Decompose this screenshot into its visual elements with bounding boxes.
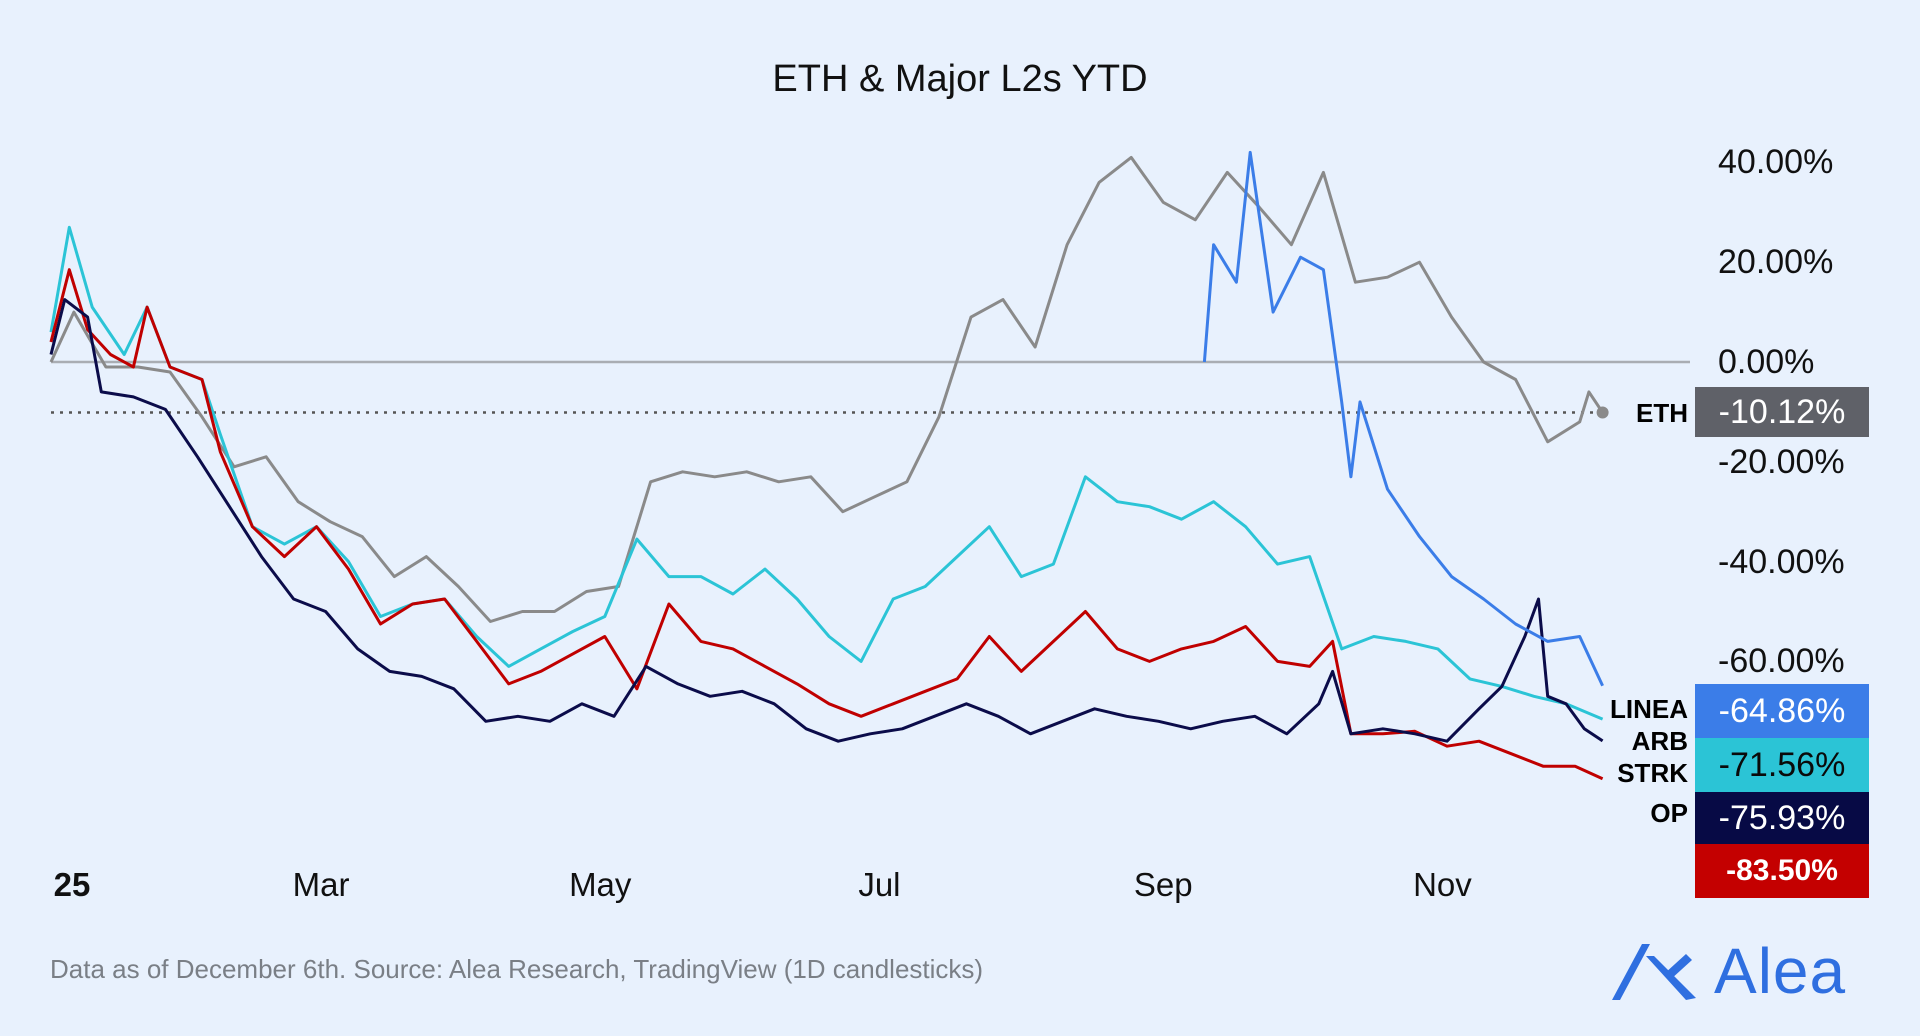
eth-series-line <box>49 155 1604 623</box>
eth-last-point <box>1596 406 1609 419</box>
linea-series-line <box>1202 150 1604 687</box>
y-tick-label: -40.00% <box>1718 542 1845 581</box>
alea-logo-text: Alea <box>1714 935 1847 1007</box>
x-tick-label: Mar <box>292 866 350 903</box>
op-last-value-badge: -83.50% <box>1695 844 1869 898</box>
op-series-line <box>49 268 1604 781</box>
arb-series-line <box>49 225 1604 721</box>
linea-last-value-badge: -64.86% <box>1695 684 1869 738</box>
arb-series-name: ARB <box>1631 726 1688 756</box>
x-tick-label: Nov <box>1413 866 1472 903</box>
y-tick-label: 40.00% <box>1718 143 1834 182</box>
eth-series-name: ETH <box>1636 398 1688 428</box>
alea-logo: Alea <box>1608 935 1847 1007</box>
x-tick-label: May <box>569 866 632 903</box>
x-tick-label: 25 <box>53 866 91 903</box>
eth-last-value-badge: -10.12% <box>1695 387 1869 437</box>
y-tick-label: 0.00% <box>1718 343 1815 381</box>
alea-logo-icon <box>1612 944 1696 1000</box>
strk-series-line <box>49 298 1604 743</box>
strk-series-name: STRK <box>1617 758 1688 788</box>
x-tick-label: Sep <box>1133 866 1193 903</box>
source-note: Data as of December 6th. Source: Alea Re… <box>50 954 984 984</box>
linea-series-name: LINEA <box>1610 694 1688 724</box>
x-tick-label: Jul <box>858 866 901 903</box>
op-series-name: OP <box>1650 798 1688 828</box>
arb-last-value-badge: -71.56% <box>1695 738 1869 792</box>
y-tick-label: -60.00% <box>1718 642 1845 681</box>
y-tick-label: 20.00% <box>1718 243 1834 282</box>
strk-last-value-badge: -75.93% <box>1695 792 1869 844</box>
y-tick-label: -20.00% <box>1718 442 1845 481</box>
chart-title: ETH & Major L2s YTD <box>772 58 1148 100</box>
